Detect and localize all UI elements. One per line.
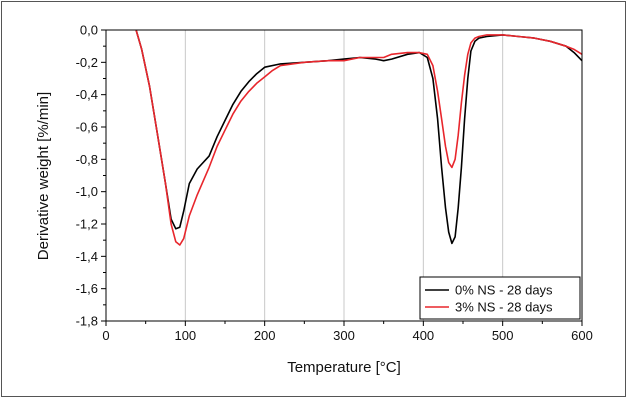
y-axis-title: Derivative weight [%/min]: [35, 92, 52, 260]
y-tick-labels: 0,0 -0,2 -0,4 -0,6 -0,8 -1,0 -1,2 -1,4 -1,6 -1,8: [76, 23, 98, 329]
legend-box: [419, 276, 581, 320]
axis-ticks: [101, 29, 583, 326]
x-tick-label: 400: [412, 328, 434, 343]
y-tick-label: -1,2: [76, 217, 98, 232]
series-line-1: [135, 29, 583, 246]
y-tick-label: 0,0: [80, 23, 98, 38]
y-tick-label: -1,6: [76, 281, 98, 296]
y-tick-label: -0,6: [76, 120, 98, 135]
x-tick-label: 600: [571, 328, 593, 343]
x-tick-label: 0: [102, 328, 109, 343]
vertical-gridlines: [184, 30, 504, 321]
x-tick-labels: 0 100 200 300 400 500 600: [102, 328, 592, 343]
x-tick-label: 500: [492, 328, 514, 343]
y-tick-label: -1,8: [76, 314, 98, 329]
series-line-0: [135, 29, 583, 245]
y-tick-label: -1,4: [76, 249, 98, 264]
legend: 0% NS - 28 days 3% NS - 28 days: [419, 276, 581, 320]
y-tick-label: -0,2: [76, 55, 98, 70]
y-tick-label: -1,0: [76, 184, 98, 199]
y-tick-label: -0,4: [76, 87, 98, 102]
x-tick-label: 100: [174, 328, 196, 343]
x-tick-label: 300: [333, 328, 355, 343]
x-axis-title: Temperature [°C]: [287, 359, 401, 376]
series-group: [135, 29, 583, 246]
legend-label-0: 0% NS - 28 days: [455, 283, 553, 298]
legend-label-1: 3% NS - 28 days: [455, 300, 553, 315]
x-tick-label: 200: [254, 328, 276, 343]
y-tick-label: -0,8: [76, 152, 98, 167]
